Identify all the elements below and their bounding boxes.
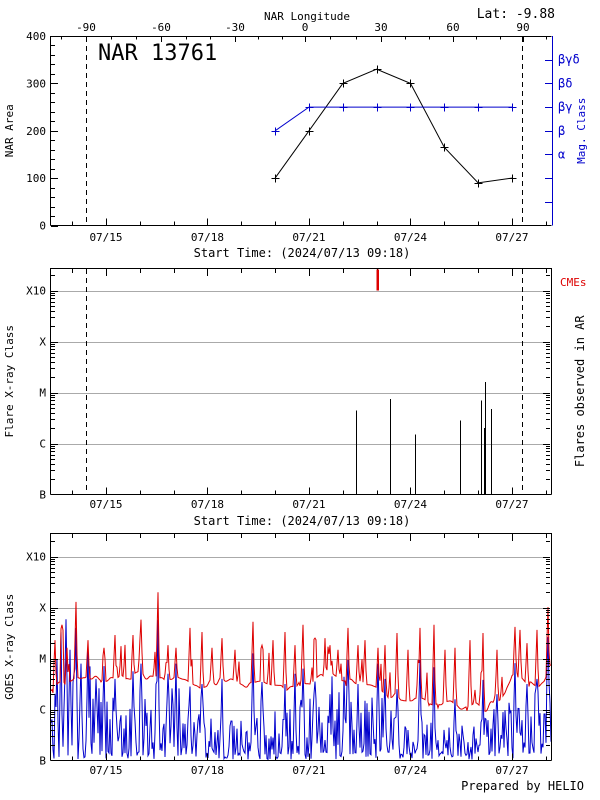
mag-class-point <box>440 103 449 112</box>
nar-area-point <box>339 79 348 88</box>
mag-class-axis: βγδ βδ βγ βα Mag. Class <box>545 36 588 226</box>
longitude-tick-label: -30 <box>225 21 245 34</box>
nar-area-point <box>406 79 415 88</box>
nar-area-axis: 0 100 200 300 400 NAR Area <box>3 30 58 233</box>
area-tick-label: 200 <box>26 125 46 138</box>
goes-long-channel-series <box>50 592 552 712</box>
nar-area-point <box>508 174 517 183</box>
area-axis-title: NAR Area <box>3 104 16 157</box>
mag-class-tick-label: βγ <box>558 100 572 114</box>
mag-class-point <box>271 127 280 136</box>
mag-class-point <box>508 103 517 112</box>
y-class-tick-label: X10 <box>26 551 46 564</box>
date-tick-label: 07/24 <box>394 231 427 244</box>
mag-class-series <box>271 103 517 136</box>
date-tick-label: 07/15 <box>89 764 122 777</box>
area-tick-label: 300 <box>26 77 46 90</box>
flares-observed-label: Flares observed in AR <box>573 315 587 467</box>
prepared-by-credit: Prepared by HELIO <box>461 779 584 793</box>
mag-class-tick-label: α <box>558 147 565 161</box>
flare-axis-title: Flare X-ray Class <box>3 325 16 438</box>
date-tick-label: 07/21 <box>292 498 325 511</box>
y-class-tick-label: X <box>39 336 46 349</box>
start-time-label: Start Time: (2024/07/13 09:18) <box>194 514 411 528</box>
longitude-tick-label: 60 <box>446 21 459 34</box>
mag-class-point <box>474 103 483 112</box>
longitude-tick-label: -90 <box>76 21 96 34</box>
y-class-tick-label: B <box>39 489 46 502</box>
nar-area-point <box>271 174 280 183</box>
date-tick-label: 07/21 <box>292 231 325 244</box>
date-tick-label: 07/27 <box>495 231 528 244</box>
date-tick-label: 07/21 <box>292 764 325 777</box>
longitude-tick-label: 30 <box>374 21 387 34</box>
nar-area-series <box>271 65 517 188</box>
y-class-tick-label: C <box>39 438 46 451</box>
date-tick-label: 07/27 <box>495 764 528 777</box>
flare-lines <box>356 382 492 494</box>
mag-class-tick-label: β <box>558 124 565 138</box>
nar-longitude-axis: -90 -60 -30 0 30 60 90 NAR Longitude <box>61 10 547 42</box>
start-time-label: Start Time: (2024/07/13 09:18) <box>194 246 411 260</box>
latitude-value-label: Lat: -9.88 <box>477 7 555 22</box>
longitude-tick-label: 90 <box>516 21 529 34</box>
area-tick-label: 0 <box>39 220 46 233</box>
y-class-tick-label: X10 <box>26 285 46 298</box>
mag-class-tick-label: βγδ <box>558 53 580 67</box>
mag-class-tick-label: βδ <box>558 76 572 90</box>
date-tick-label: 07/18 <box>191 231 224 244</box>
y-class-tick-label: M <box>39 653 46 666</box>
date-tick-label: 07/15 <box>89 231 122 244</box>
date-tick-label: 07/24 <box>394 764 427 777</box>
area-tick-label: 400 <box>26 30 46 43</box>
mag-class-line <box>274 106 512 132</box>
mag-class-point <box>373 103 382 112</box>
nar-area-point <box>474 179 483 188</box>
date-tick-label: 07/18 <box>191 764 224 777</box>
date-tick-label: 07/18 <box>191 498 224 511</box>
goes-short-channel-series <box>50 619 552 761</box>
nar-area-point <box>373 65 382 74</box>
mag-class-point <box>305 103 314 112</box>
date-tick-label: 07/27 <box>495 498 528 511</box>
region-title: NAR 13761 <box>98 41 217 66</box>
longitude-axis-title: NAR Longitude <box>264 10 350 23</box>
mag-class-point <box>339 103 348 112</box>
longitude-tick-label: -60 <box>151 21 171 34</box>
mag-class-axis-title: Mag. Class <box>575 98 588 164</box>
flare-panel: X10 X M C B 07/15 07/18 07/21 07/24 07/27 Start Ti… <box>3 268 587 528</box>
nar-area-point <box>305 127 314 136</box>
area-tick-label: 100 <box>26 172 46 185</box>
y-class-tick-label: X <box>39 602 46 615</box>
nar-area-point <box>440 143 449 152</box>
y-class-tick-label: M <box>39 387 46 400</box>
nar-area-panel: -90 -60 -30 0 30 60 90 NAR Longitude Lat: -9.88 0… <box>3 7 588 260</box>
date-tick-label: 07/15 <box>89 498 122 511</box>
goes-panel: X10 X M C B 07/15 07/18 07/21 07/24 07/27 GOES X-r… <box>3 533 584 793</box>
mag-class-point <box>406 103 415 112</box>
y-class-tick-label: C <box>39 704 46 717</box>
nar-area-line <box>274 68 513 184</box>
date-tick-label: 07/24 <box>394 498 427 511</box>
goes-axis-title: GOES X-ray Class <box>3 594 16 700</box>
longitude-tick-label: 0 <box>302 21 309 34</box>
cmes-label: CMEs <box>560 276 587 289</box>
y-class-tick-label: B <box>39 755 46 768</box>
